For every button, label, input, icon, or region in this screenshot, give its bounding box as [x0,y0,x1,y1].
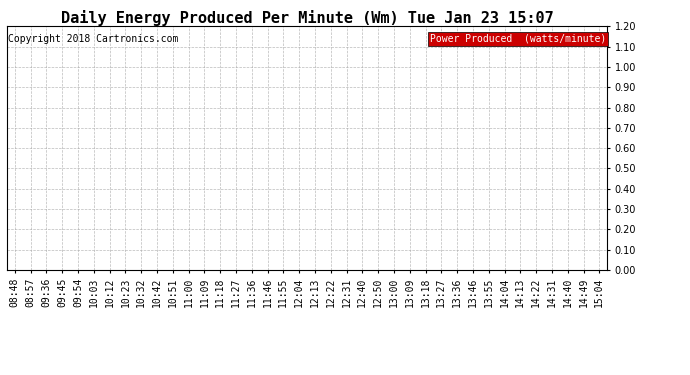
Text: Copyright 2018 Cartronics.com: Copyright 2018 Cartronics.com [8,34,179,44]
Text: Power Produced  (watts/minute): Power Produced (watts/minute) [430,34,606,44]
Title: Daily Energy Produced Per Minute (Wm) Tue Jan 23 15:07: Daily Energy Produced Per Minute (Wm) Tu… [61,10,553,26]
